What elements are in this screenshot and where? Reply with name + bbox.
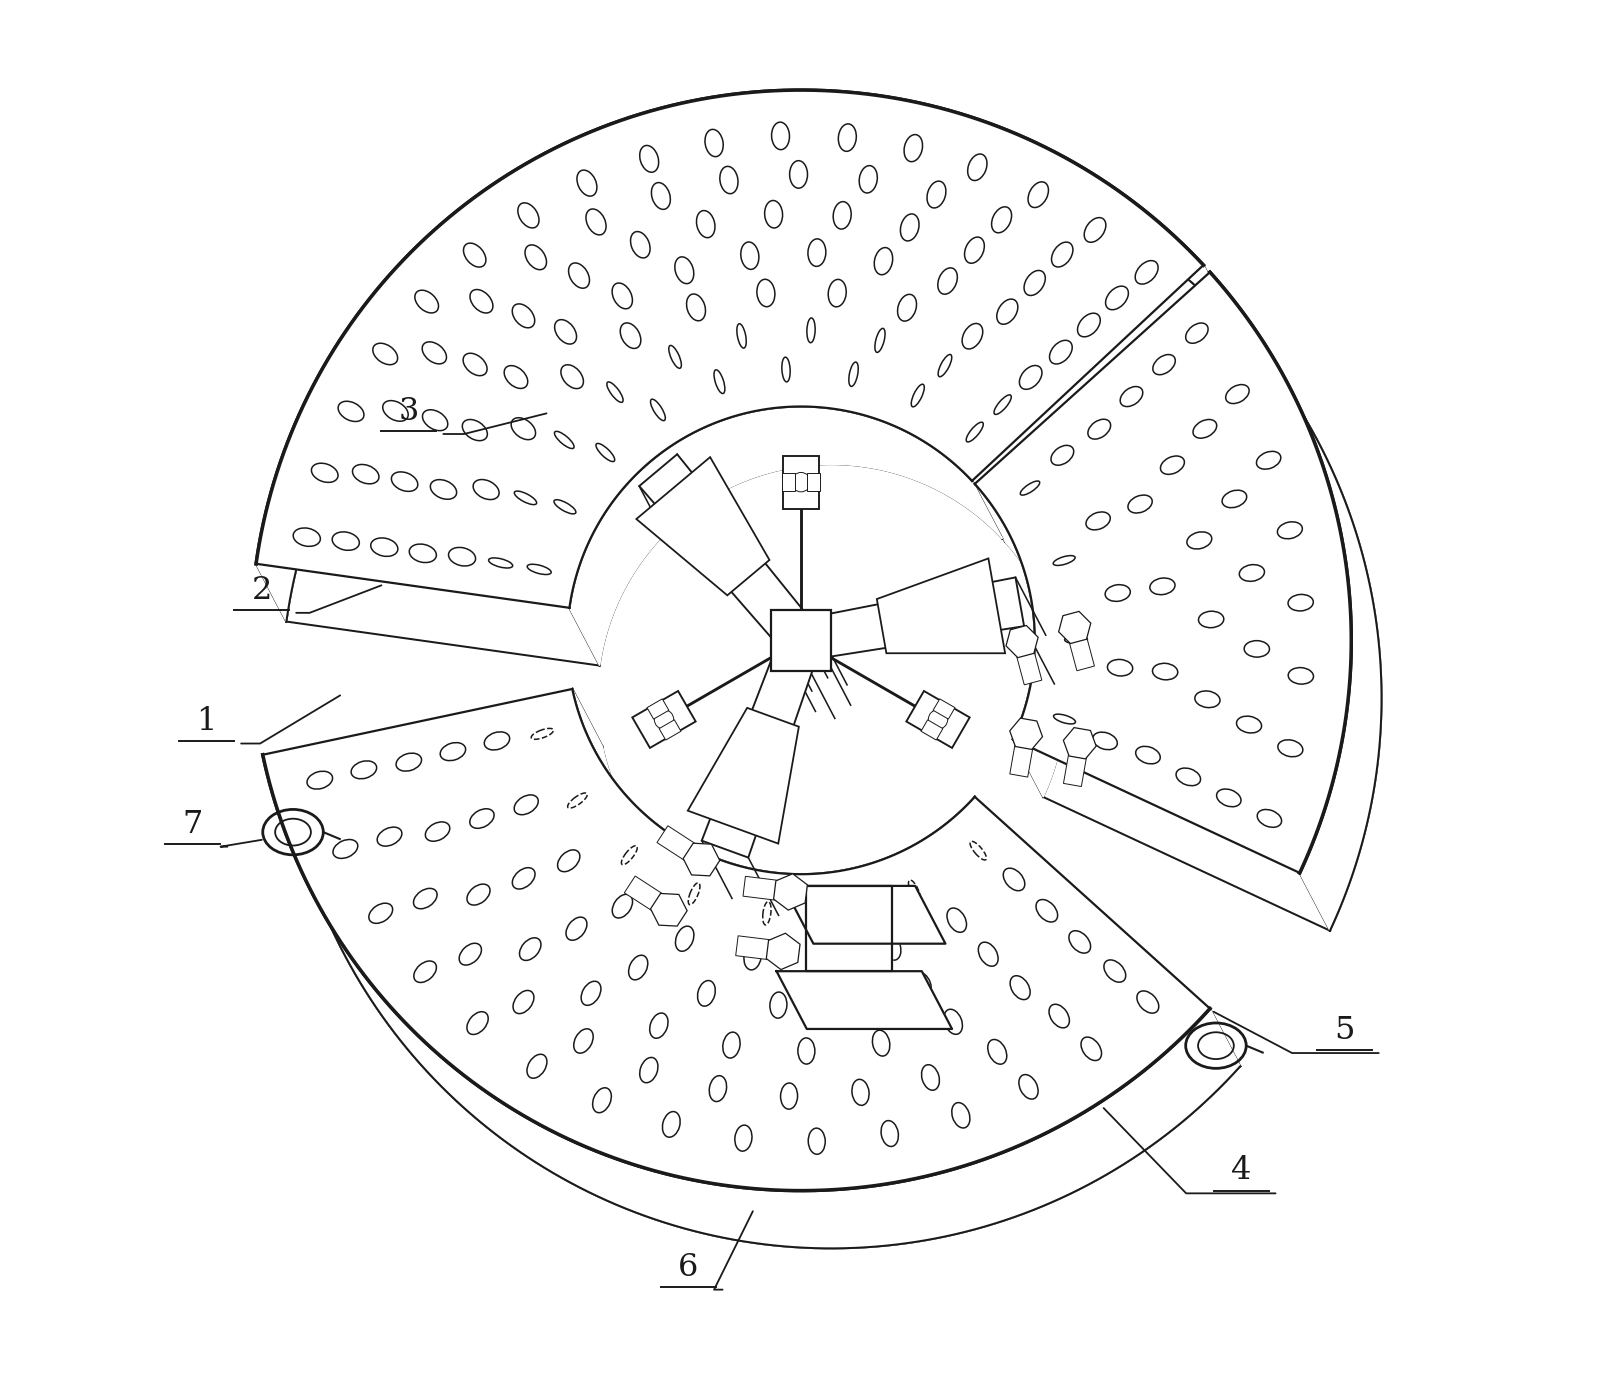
Polygon shape [921,720,944,739]
Polygon shape [1065,625,1094,671]
Polygon shape [682,843,719,876]
Polygon shape [647,700,670,719]
Polygon shape [1006,625,1038,658]
Polygon shape [907,691,969,748]
Polygon shape [783,885,945,943]
Polygon shape [782,474,796,492]
Polygon shape [650,894,687,927]
FancyBboxPatch shape [771,610,831,671]
Polygon shape [1009,733,1035,777]
Polygon shape [636,457,769,595]
Polygon shape [633,691,695,748]
Polygon shape [658,720,681,739]
Polygon shape [774,874,807,910]
Polygon shape [806,474,820,492]
Polygon shape [974,483,1065,797]
Polygon shape [1064,727,1096,759]
Polygon shape [1064,742,1089,786]
Polygon shape [1014,639,1041,684]
Polygon shape [974,273,1350,873]
Polygon shape [263,755,1240,1249]
Polygon shape [569,406,1003,665]
Text: 2: 2 [252,576,272,606]
Polygon shape [806,885,892,971]
Polygon shape [256,90,1203,607]
Text: 6: 6 [678,1252,698,1283]
Polygon shape [572,688,1004,932]
Polygon shape [657,826,706,868]
Polygon shape [1059,611,1091,643]
Polygon shape [743,876,791,902]
Polygon shape [1009,719,1043,749]
Polygon shape [876,559,1004,653]
Polygon shape [783,456,819,508]
Polygon shape [932,700,955,719]
Polygon shape [798,577,1024,661]
Text: 1: 1 [197,705,216,737]
Polygon shape [702,633,820,858]
Polygon shape [687,708,799,844]
Polygon shape [777,971,952,1029]
Polygon shape [639,454,817,654]
Polygon shape [625,876,674,918]
Polygon shape [256,90,1234,621]
Polygon shape [735,936,785,961]
Polygon shape [1210,273,1381,931]
Text: 4: 4 [1230,1155,1251,1187]
Polygon shape [766,934,799,969]
Text: 3: 3 [399,397,420,427]
Text: 7: 7 [183,808,203,840]
Polygon shape [263,688,1210,1191]
Text: 5: 5 [1334,1015,1355,1047]
